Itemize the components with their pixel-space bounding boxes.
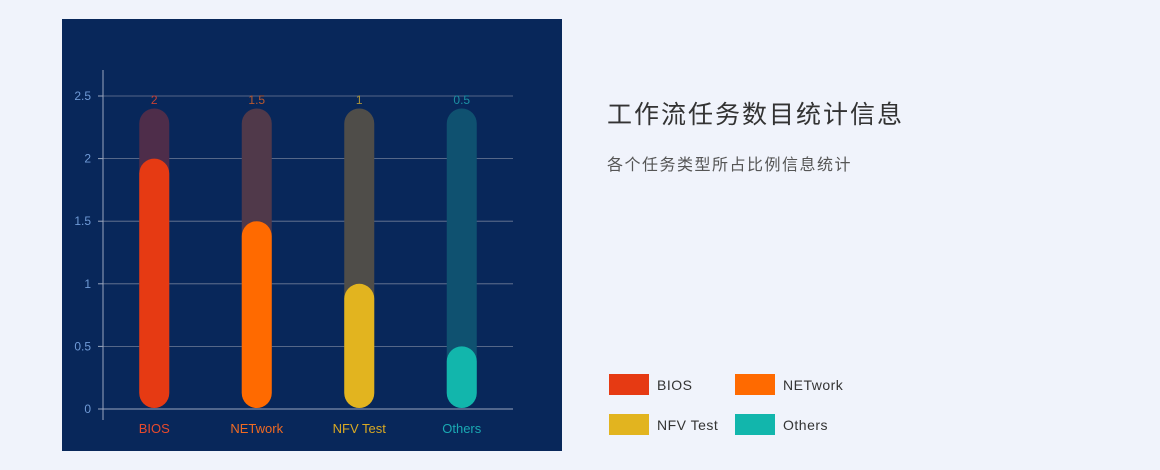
y-tick-label: 2.5 [74, 89, 91, 103]
y-tick-label: 0.5 [74, 339, 91, 353]
data-label: 1.5 [248, 93, 265, 107]
x-tick-label: BIOS [139, 421, 170, 436]
y-tick-label: 1 [84, 277, 91, 291]
legend-label-nfv-test: NFV Test [657, 416, 719, 433]
chart-panel: 0 0.5 1 1.5 2 2.5 2 BIOS 1.5 NETwork 1 NFV Test 0.5 O… [62, 19, 562, 451]
data-label: 1 [356, 93, 363, 107]
y-tick-label: 2 [84, 152, 91, 166]
legend-label-network: NETwork [783, 376, 844, 393]
legend-label-others: Others [783, 416, 829, 433]
x-tick-label: Others [442, 421, 482, 436]
info-block: 工作流任务数目统计信息 各个任务类型所占比例信息统计 [607, 95, 904, 175]
bar-nfv-test [344, 283, 375, 408]
page-subtitle: 各个任务类型所占比例信息统计 [607, 155, 853, 174]
x-tick-label: NETwork [230, 421, 283, 436]
legend-item-others[interactable]: Others [735, 414, 828, 435]
legend-swatch-others [735, 414, 775, 435]
legend-item-nfv-test[interactable]: NFV Test [609, 414, 718, 435]
legend-label-bios: BIOS [657, 376, 693, 393]
bar-network [241, 221, 272, 408]
y-tick-label: 1.5 [74, 214, 91, 228]
bar-others [446, 346, 477, 408]
legend-swatch-bios [609, 374, 649, 395]
bar-track-others [446, 108, 477, 409]
legend-item-bios[interactable]: BIOS [609, 374, 692, 395]
data-label: 0.5 [453, 93, 470, 107]
legend-swatch-nfv-test [609, 414, 649, 435]
legend-swatch-network [735, 374, 775, 395]
x-tick-label: NFV Test [333, 421, 387, 436]
data-label: 2 [151, 93, 158, 107]
bar-chart: 0 0.5 1 1.5 2 2.5 2 BIOS 1.5 NETwork 1 NFV Test 0.5 O… [74, 70, 513, 436]
legend-item-network[interactable]: NETwork [735, 374, 843, 395]
y-tick-label: 0 [84, 402, 91, 416]
bar-bios [139, 158, 170, 408]
page-title: 工作流任务数目统计信息 [607, 100, 905, 129]
